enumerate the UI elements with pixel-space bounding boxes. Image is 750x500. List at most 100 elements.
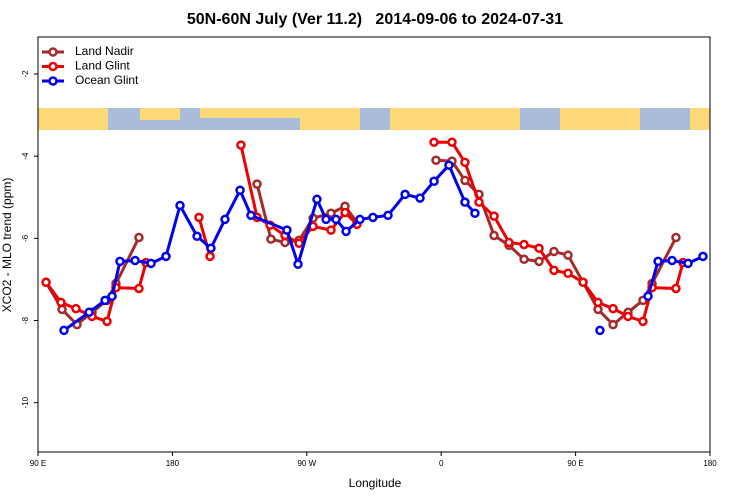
- data-point: [355, 214, 365, 225]
- data-point: [134, 232, 144, 243]
- data-point: [563, 268, 573, 279]
- y-tick-label: -4: [21, 152, 30, 160]
- data-point: [504, 237, 514, 248]
- data-point: [638, 316, 648, 327]
- data-point: [671, 283, 681, 294]
- data-point: [474, 197, 484, 207]
- data-point: [608, 319, 618, 330]
- data-point: [549, 265, 559, 276]
- data-point: [519, 254, 529, 265]
- series-line: [44, 140, 685, 323]
- data-point: [115, 256, 125, 267]
- data-point: [175, 200, 185, 211]
- data-point: [236, 140, 246, 150]
- data-point: [294, 238, 304, 249]
- data-point: [41, 277, 51, 288]
- x-tick-label: 180: [703, 459, 717, 468]
- chart-title: 50N-60N July (Ver 11.2) 2014-09-06 to 20…: [187, 11, 563, 28]
- data-point: [192, 231, 202, 242]
- data-point: [460, 197, 470, 207]
- data-point: [595, 325, 605, 336]
- data-point: [161, 251, 171, 262]
- series-line: [44, 158, 678, 327]
- data-point: [100, 295, 110, 306]
- legend-marker: [48, 47, 58, 57]
- data-point: [460, 175, 470, 186]
- data-point: [400, 189, 410, 200]
- legend-label: Land Nadir: [75, 44, 134, 58]
- data-point: [321, 214, 331, 225]
- data-point: [146, 258, 156, 269]
- data-point: [84, 307, 94, 318]
- data-point: [235, 185, 245, 196]
- data-point: [59, 325, 69, 336]
- legend-marker: [48, 76, 58, 86]
- data-point: [266, 234, 276, 244]
- x-axis-label: Longitude: [349, 476, 402, 490]
- data-point: [134, 283, 144, 294]
- data-point: [447, 137, 457, 147]
- data-point: [107, 291, 117, 302]
- data-point: [220, 214, 230, 225]
- y-axis-label: XCO2 - MLO trend (ppm): [0, 178, 14, 313]
- x-tick-label: 180: [166, 459, 180, 468]
- x-tick-label: 90 E: [567, 459, 583, 468]
- x-tick-label: 0: [439, 459, 444, 468]
- legend-label: Ocean Glint: [75, 73, 139, 87]
- data-point: [383, 210, 393, 221]
- map-strip: [38, 108, 710, 130]
- plot-frame: [37, 36, 711, 453]
- data-point: [246, 210, 256, 221]
- data-point: [415, 193, 425, 203]
- data-point: [341, 226, 351, 237]
- data-point: [431, 155, 441, 166]
- legend-marker: [48, 61, 58, 72]
- data-point: [683, 258, 693, 269]
- data-point: [653, 256, 663, 267]
- data-point: [578, 277, 588, 288]
- data-point: [293, 259, 303, 269]
- data-point: [429, 176, 439, 186]
- data-point: [563, 250, 573, 260]
- data-point: [282, 225, 292, 235]
- data-point: [593, 297, 603, 308]
- legend-label: Land Glint: [75, 59, 130, 73]
- data-point: [671, 232, 681, 243]
- y-tick-label: -6: [21, 234, 30, 242]
- data-point: [56, 297, 66, 308]
- x-tick-label: 90 E: [30, 459, 46, 468]
- data-point: [489, 230, 499, 241]
- y-tick-label: -10: [21, 396, 30, 408]
- data-point: [667, 255, 677, 266]
- data-point: [534, 243, 544, 253]
- data-point: [206, 243, 216, 253]
- data-point: [326, 208, 336, 219]
- data-point: [519, 239, 529, 250]
- x-tick-label: 90 W: [297, 459, 316, 468]
- data-point: [643, 291, 653, 302]
- y-tick-label: -2: [21, 70, 30, 78]
- data-point: [489, 211, 499, 221]
- data-point: [194, 212, 204, 223]
- data-point: [470, 208, 480, 219]
- data-point: [252, 179, 262, 189]
- data-point: [460, 157, 470, 168]
- data-point: [534, 256, 544, 267]
- data-point: [368, 212, 378, 223]
- data-point: [102, 316, 112, 327]
- data-point: [608, 303, 618, 314]
- data-point: [549, 246, 559, 257]
- data-point: [205, 251, 215, 262]
- data-point: [444, 160, 454, 170]
- data-point: [326, 225, 336, 235]
- data-point: [340, 207, 350, 218]
- data-point: [130, 255, 140, 266]
- data-point: [331, 214, 341, 225]
- data-point: [429, 137, 439, 147]
- y-tick-label: -8: [21, 316, 30, 324]
- data-point: [71, 303, 81, 314]
- data-point: [312, 194, 322, 205]
- data-point: [623, 311, 633, 322]
- data-point: [698, 251, 708, 262]
